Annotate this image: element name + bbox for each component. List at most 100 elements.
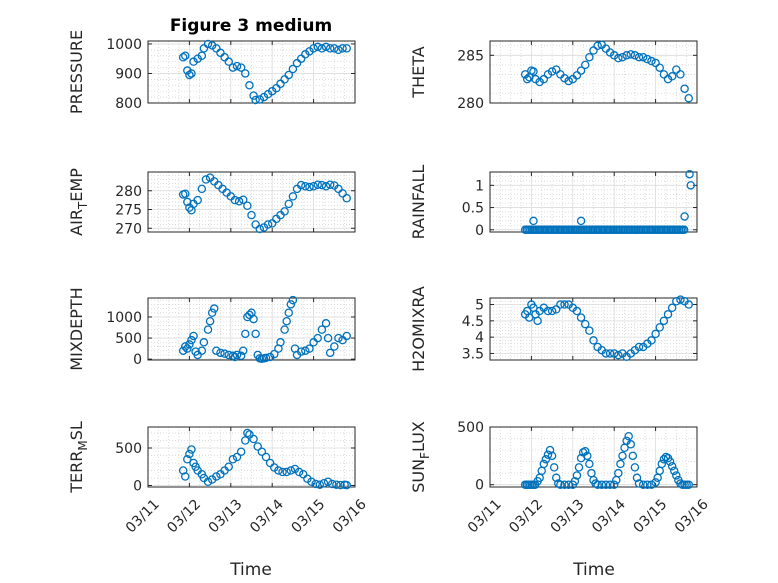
data-point: [338, 189, 347, 198]
data-point: [651, 329, 660, 339]
data-point: [609, 349, 619, 358]
data-point: [261, 452, 271, 462]
data-point: [593, 41, 602, 51]
axes-box: [147, 40, 356, 104]
data-point: [618, 52, 627, 62]
data-point: [614, 350, 623, 360]
data-point: [549, 463, 559, 472]
data-point: [238, 346, 248, 355]
data-point: [616, 459, 625, 469]
data-point: [630, 463, 640, 472]
data-point: [684, 300, 693, 309]
data-point: [315, 480, 325, 489]
data-point: [288, 295, 298, 305]
subplot-air-temp: 270 275 280 AIRTEMP: [67, 168, 356, 237]
y-tick-label: 800: [115, 96, 142, 112]
y-tick-label: 275: [115, 203, 142, 219]
data-point: [278, 467, 287, 477]
data-point: [530, 480, 540, 489]
y-tick-label: 1000: [106, 37, 142, 53]
data-point: [305, 182, 314, 192]
data-point: [197, 51, 207, 61]
data-point: [605, 349, 615, 358]
data-point: [576, 313, 586, 322]
y-tick-label: 0: [133, 352, 142, 368]
data-point: [634, 479, 644, 488]
data-point: [605, 480, 615, 489]
data-point: [665, 457, 675, 466]
data-point: [551, 65, 561, 74]
data-point: [647, 336, 656, 345]
y-tick-label: 285: [457, 48, 484, 64]
data-point: [301, 346, 310, 355]
data-point: [684, 480, 693, 489]
data-point: [282, 467, 291, 477]
data-point: [317, 180, 327, 190]
y-axis-label: SUNFLUX: [409, 421, 432, 493]
axes-box: [147, 426, 356, 488]
data-point: [342, 44, 351, 53]
data-point: [630, 51, 640, 60]
data-point: [197, 184, 207, 194]
data-point: [342, 193, 351, 203]
y-axis-label: THETA: [409, 46, 428, 98]
y-tick-label: 0.5: [462, 201, 484, 217]
data-point: [323, 477, 333, 486]
data-point: [234, 196, 244, 206]
data-point: [220, 349, 229, 358]
data-point: [236, 447, 246, 456]
y-axis-label: RAINFALL: [409, 165, 428, 240]
data-point: [655, 323, 664, 332]
data-point: [286, 300, 296, 309]
data-point: [551, 305, 561, 314]
data-point: [243, 428, 252, 438]
data-point: [284, 70, 294, 80]
data-point: [686, 181, 696, 190]
data-point: [336, 480, 345, 490]
y-axis-label: TERRMSL: [67, 421, 90, 494]
data-point: [253, 442, 262, 451]
data-point: [212, 346, 221, 355]
axes-box: [147, 297, 356, 361]
data-point: [614, 468, 623, 478]
data-point: [601, 349, 611, 358]
data-point: [585, 326, 594, 335]
data-point: [626, 440, 636, 449]
y-tick-label: 500: [115, 331, 142, 347]
data-point: [228, 351, 238, 361]
data-point: [187, 69, 196, 78]
data-point: [323, 333, 333, 343]
data-point: [296, 180, 306, 190]
data-point: [309, 44, 318, 53]
data-point: [541, 455, 551, 464]
data-point: [325, 180, 335, 189]
data-point: [232, 350, 242, 360]
data-point: [576, 216, 586, 226]
data-point: [529, 67, 538, 76]
data-point: [245, 81, 254, 90]
data-point: [672, 65, 681, 74]
y-tick-label: 500: [115, 441, 142, 457]
data-point: [676, 70, 685, 79]
data-point: [216, 348, 225, 358]
data-point: [684, 93, 693, 103]
data-point: [680, 84, 689, 93]
data-point: [663, 310, 673, 319]
data-point: [294, 467, 304, 477]
data-point: [543, 306, 553, 316]
data-point: [181, 472, 190, 481]
data-point: [321, 181, 331, 191]
data-point: [580, 319, 590, 329]
axes-box: [489, 297, 698, 361]
data-point: [178, 346, 188, 355]
data-point: [251, 329, 260, 339]
data-point: [321, 319, 331, 328]
data-point: [185, 449, 194, 459]
subplot-theta: 280 285 THETA: [409, 40, 698, 112]
data-point: [672, 471, 681, 480]
data-point: [597, 480, 607, 489]
data-point: [185, 70, 194, 80]
data-point: [230, 195, 240, 205]
data-point: [622, 51, 631, 60]
